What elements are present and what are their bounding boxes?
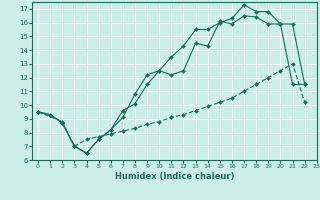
X-axis label: Humidex (Indice chaleur): Humidex (Indice chaleur) xyxy=(115,172,234,181)
